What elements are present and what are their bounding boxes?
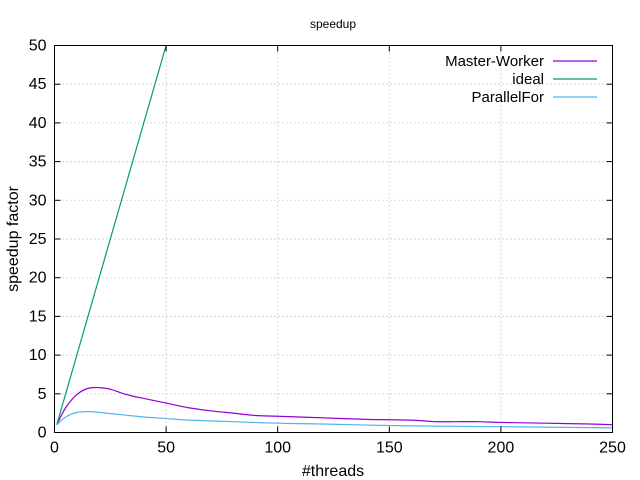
y-tick-label: 10	[29, 347, 47, 364]
legend-label-ideal: ideal	[512, 71, 544, 88]
x-tick-label: 200	[488, 440, 515, 457]
y-tick-label: 35	[29, 154, 47, 171]
x-tick-label: 50	[157, 440, 175, 457]
series-line-parallelfor	[56, 410, 613, 429]
legend-item-ideal: ideal	[512, 71, 597, 88]
x-axis-label: #threads	[302, 463, 364, 480]
axis-ticks: 0 5 10 15 20 25 30 35 40 45 50 0 50 100 150 200 250	[29, 38, 626, 457]
y-tick-label: 40	[29, 115, 47, 132]
legend-label-master-worker: Master-Worker	[445, 53, 544, 70]
x-tick-label: 100	[264, 440, 291, 457]
series-line-ideal	[56, 45, 167, 425]
x-tick-label: 150	[376, 440, 403, 457]
y-tick-label: 15	[29, 308, 47, 325]
y-tick-label: 20	[29, 270, 47, 287]
x-tick-label: 250	[599, 440, 626, 457]
legend-item-master-worker: Master-Worker	[445, 53, 597, 70]
y-tick-label: 0	[38, 425, 47, 442]
x-tick-label: 0	[50, 440, 59, 457]
legend: Master-Worker ideal ParallelFor	[445, 53, 597, 106]
y-tick-label: 45	[29, 76, 47, 93]
chart-title: speedup	[310, 17, 356, 31]
legend-label-parallelfor: ParallelFor	[471, 89, 544, 106]
y-axis-label: speedup factor	[5, 185, 22, 292]
y-tick-label: 25	[29, 231, 47, 248]
grid	[54, 45, 613, 433]
legend-item-parallelfor: ParallelFor	[471, 89, 597, 106]
y-tick-label: 50	[29, 38, 47, 55]
y-tick-label: 30	[29, 192, 47, 209]
series-line-master-worker	[56, 386, 613, 426]
y-tick-label: 5	[38, 386, 47, 403]
series-group	[56, 45, 613, 429]
